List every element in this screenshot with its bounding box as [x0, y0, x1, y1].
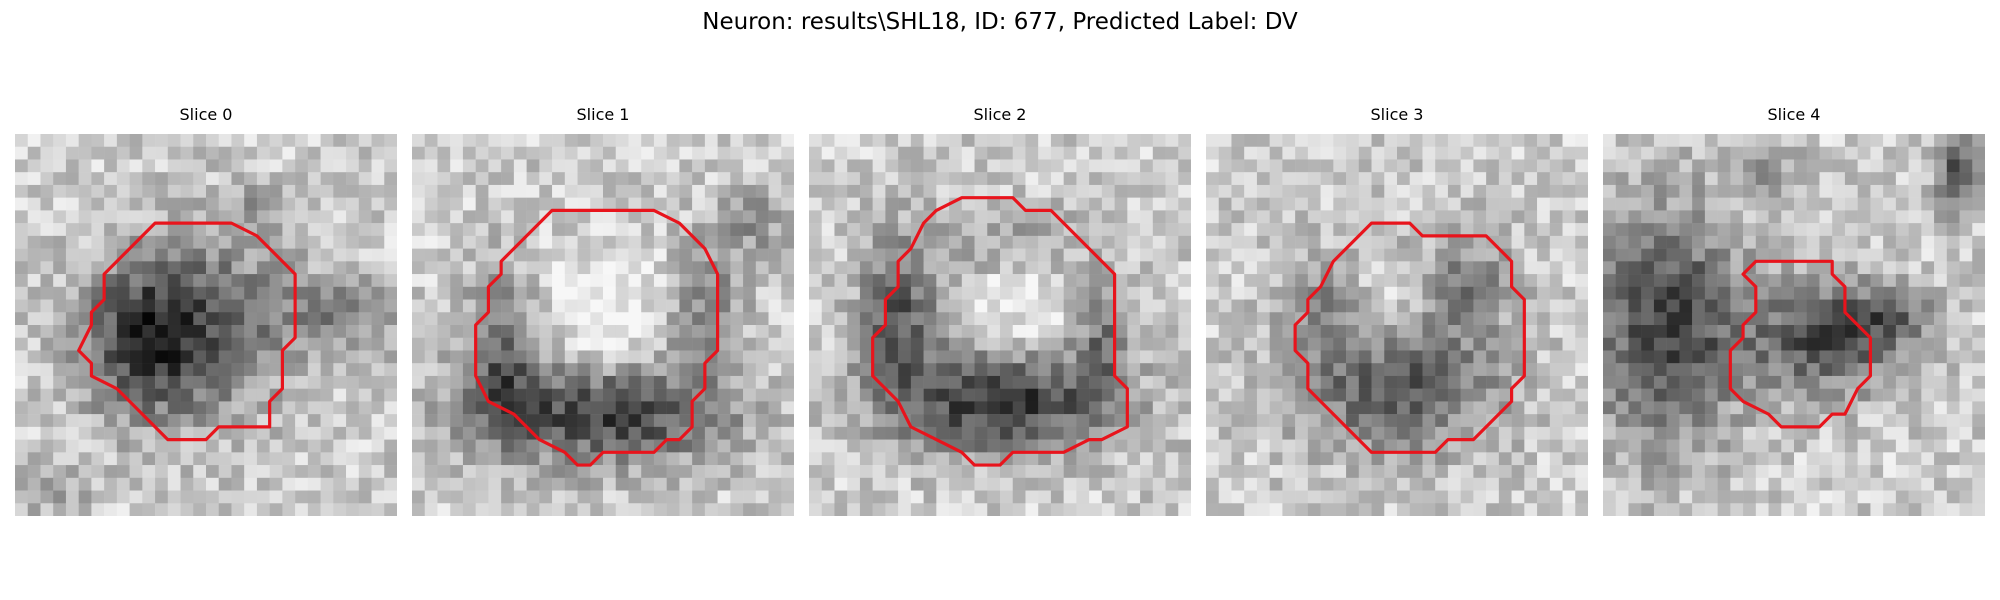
slice-title: Slice 4 — [1767, 105, 1821, 124]
figure-title: Neuron: results\SHL18, ID: 677, Predicte… — [702, 9, 1298, 35]
segmentation-contour — [871, 196, 1129, 467]
slice-image — [1603, 134, 1985, 516]
slice-image — [1206, 134, 1588, 516]
slice-title: Slice 0 — [179, 105, 233, 124]
slice-image — [412, 134, 794, 516]
slice-title: Slice 2 — [973, 105, 1027, 124]
segmentation-contour — [474, 208, 720, 467]
slice-title: Slice 1 — [576, 105, 630, 124]
slice-title: Slice 3 — [1370, 105, 1424, 124]
segmentation-contour — [1293, 221, 1526, 454]
slice-image — [15, 134, 397, 516]
slice-image — [809, 134, 1191, 516]
segmentation-contour — [77, 221, 297, 442]
segmentation-contour — [1728, 259, 1872, 429]
